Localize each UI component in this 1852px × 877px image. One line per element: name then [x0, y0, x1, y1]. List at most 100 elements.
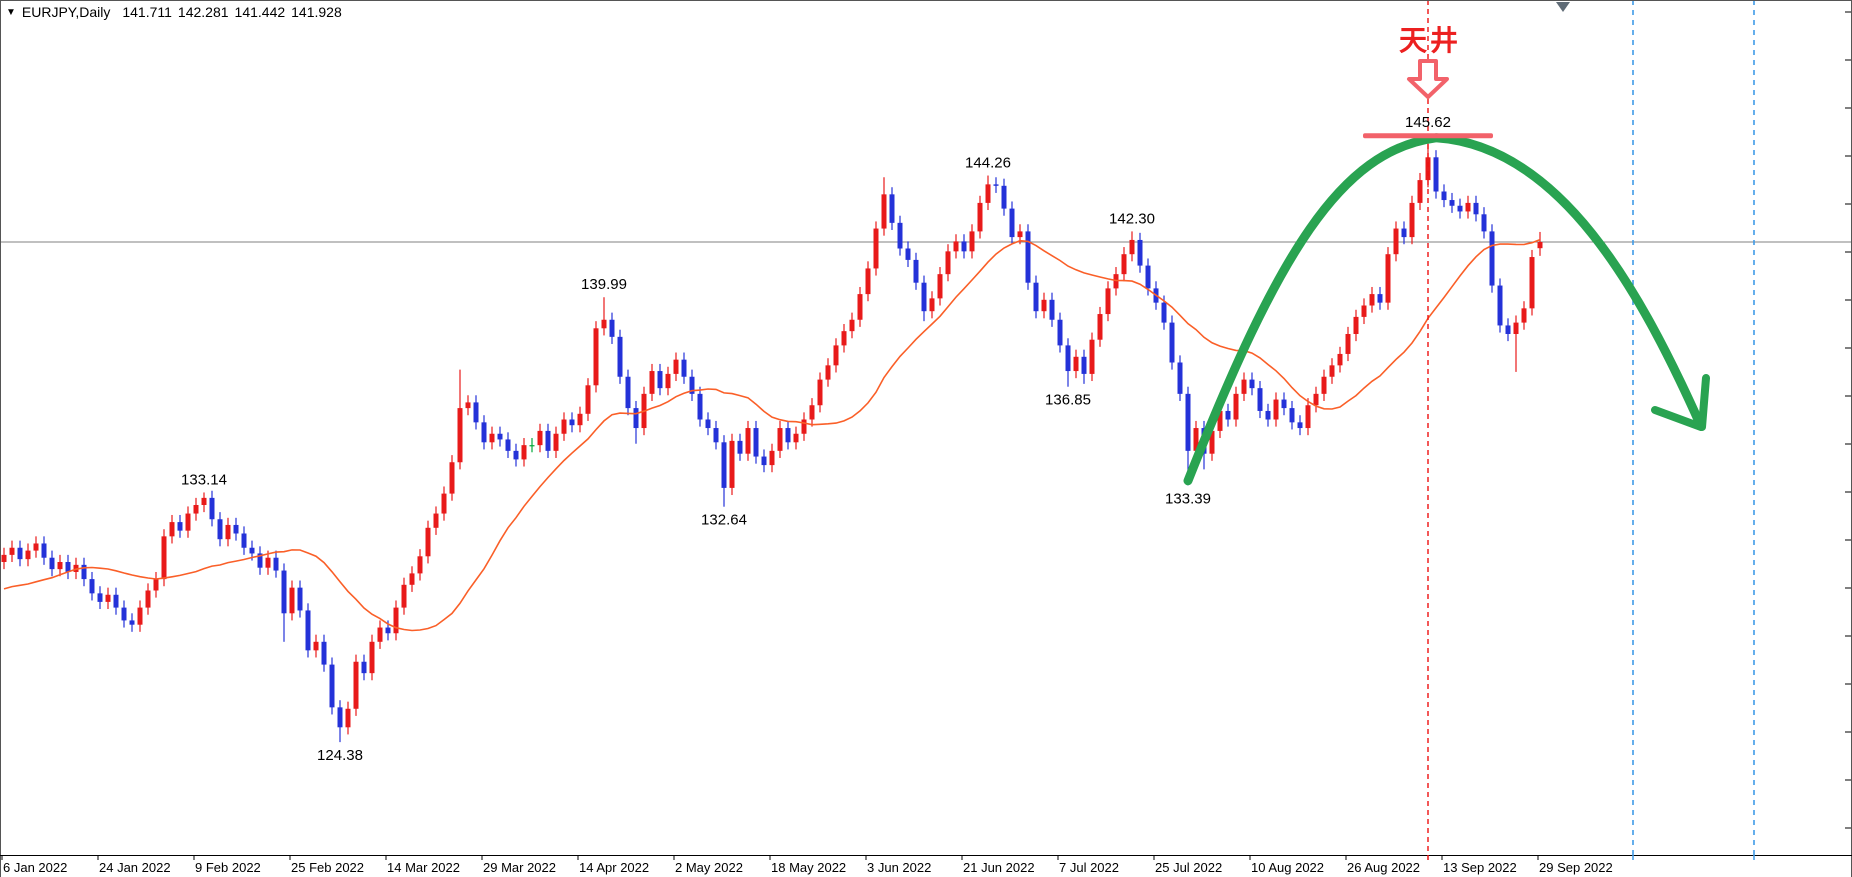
- candle-body: [937, 274, 943, 299]
- candle-body: [425, 527, 431, 557]
- date-axis-label: 21 Jun 2022: [963, 860, 1035, 875]
- candle-body: [1009, 208, 1015, 238]
- candle-body: [281, 570, 287, 614]
- chart-header: ▼ EURJPY,Daily 141.711 142.281 141.442 1…: [6, 4, 342, 20]
- candle-body: [625, 376, 631, 409]
- swing-price-label: 136.85: [1045, 392, 1091, 409]
- candle-body: [593, 328, 599, 386]
- candle-body: [1025, 231, 1031, 283]
- candle-body: [1073, 356, 1079, 372]
- candle-body: [905, 248, 911, 260]
- candle-body: [569, 419, 575, 426]
- candle-body: [1281, 399, 1287, 409]
- candle-body: [9, 547, 15, 555]
- date-axis-label: 26 Aug 2022: [1347, 860, 1420, 875]
- candle-body: [233, 524, 239, 534]
- candle-body: [1001, 185, 1007, 209]
- candle-body: [713, 428, 719, 443]
- candle-body: [1305, 405, 1311, 429]
- candle-body: [961, 241, 967, 252]
- candle-body: [241, 533, 247, 548]
- candle-body: [137, 607, 143, 625]
- candle-body: [129, 620, 135, 625]
- candle-body: [657, 371, 663, 389]
- quote-close: 141.928: [291, 4, 342, 20]
- candle-body: [1441, 191, 1447, 201]
- candle-body: [1417, 180, 1423, 203]
- candle-body: [649, 371, 655, 394]
- candle-body: [361, 661, 367, 674]
- candle-body: [1497, 285, 1503, 326]
- quote-low: 141.442: [234, 4, 286, 20]
- candle-body: [81, 564, 87, 580]
- candle-body: [1377, 294, 1383, 303]
- candle-body: [161, 536, 167, 580]
- candle-body: [169, 522, 175, 537]
- candle-body: [1337, 353, 1343, 366]
- candle-body: [273, 557, 279, 571]
- candle-body: [97, 593, 103, 602]
- ceiling-down-arrow-icon: [1407, 59, 1449, 99]
- candle-body: [1137, 239, 1143, 266]
- collapse-caret-icon[interactable]: ▼: [6, 6, 16, 18]
- candle-body: [89, 579, 95, 594]
- candle-body: [1081, 356, 1087, 374]
- candle-body: [753, 428, 759, 457]
- candle-body: [921, 282, 927, 312]
- candle-body: [897, 222, 903, 249]
- candle-body: [1425, 157, 1431, 181]
- swing-price-label: 139.99: [581, 276, 627, 293]
- candle-body: [993, 184, 999, 186]
- candle-body: [489, 433, 495, 443]
- candle-body: [105, 594, 111, 602]
- candle-body: [1361, 305, 1367, 317]
- candle-body: [321, 641, 327, 665]
- candle-body: [505, 439, 511, 451]
- candle-body: [257, 553, 263, 568]
- candle-body: [1297, 422, 1303, 429]
- candle-body: [265, 557, 271, 568]
- candle-body: [1089, 339, 1095, 374]
- candle-body: [1129, 239, 1135, 255]
- candle-body: [1353, 316, 1359, 334]
- candle-body: [433, 513, 439, 528]
- symbol-period-label: EURJPY,Daily: [21, 4, 111, 20]
- candle-body: [761, 456, 767, 466]
- candle-body: [1209, 430, 1215, 454]
- candle-body: [513, 450, 519, 460]
- candle-body: [1193, 428, 1199, 451]
- ceiling-annotation-text: 天井: [1399, 25, 1461, 56]
- candle-body: [1521, 308, 1527, 323]
- candle-body: [225, 524, 231, 540]
- date-axis-label: 14 Mar 2022: [387, 860, 460, 875]
- candle-body: [369, 641, 375, 674]
- candle-body: [825, 365, 831, 380]
- candle-body: [745, 428, 751, 454]
- candle-body: [377, 627, 383, 642]
- date-axis-label: 14 Apr 2022: [579, 860, 649, 875]
- candle-body: [393, 607, 399, 634]
- candle-body: [1265, 410, 1271, 420]
- swing-price-label: 124.38: [317, 747, 363, 764]
- candle-body: [849, 319, 855, 332]
- candle-body: [969, 231, 975, 252]
- date-axis-label: 25 Feb 2022: [291, 860, 364, 875]
- candle-body: [729, 440, 735, 488]
- moving-average-line: [3, 238, 1541, 632]
- candle-body: [857, 294, 863, 320]
- resistance-price-label: 145.62: [1405, 114, 1451, 131]
- candle-body: [1289, 408, 1295, 423]
- candle-body: [441, 493, 447, 514]
- candle-body: [177, 522, 183, 531]
- candle-body: [185, 513, 191, 531]
- candle-body: [1225, 410, 1231, 420]
- candle-body: [1257, 388, 1263, 411]
- candle-body: [865, 268, 871, 295]
- resistance-level-bar: [1363, 133, 1493, 139]
- candle-body: [1041, 299, 1047, 312]
- candle-body: [977, 202, 983, 232]
- swing-price-label: 144.26: [965, 155, 1011, 172]
- candle-body: [953, 241, 959, 252]
- candle-body: [1369, 294, 1375, 306]
